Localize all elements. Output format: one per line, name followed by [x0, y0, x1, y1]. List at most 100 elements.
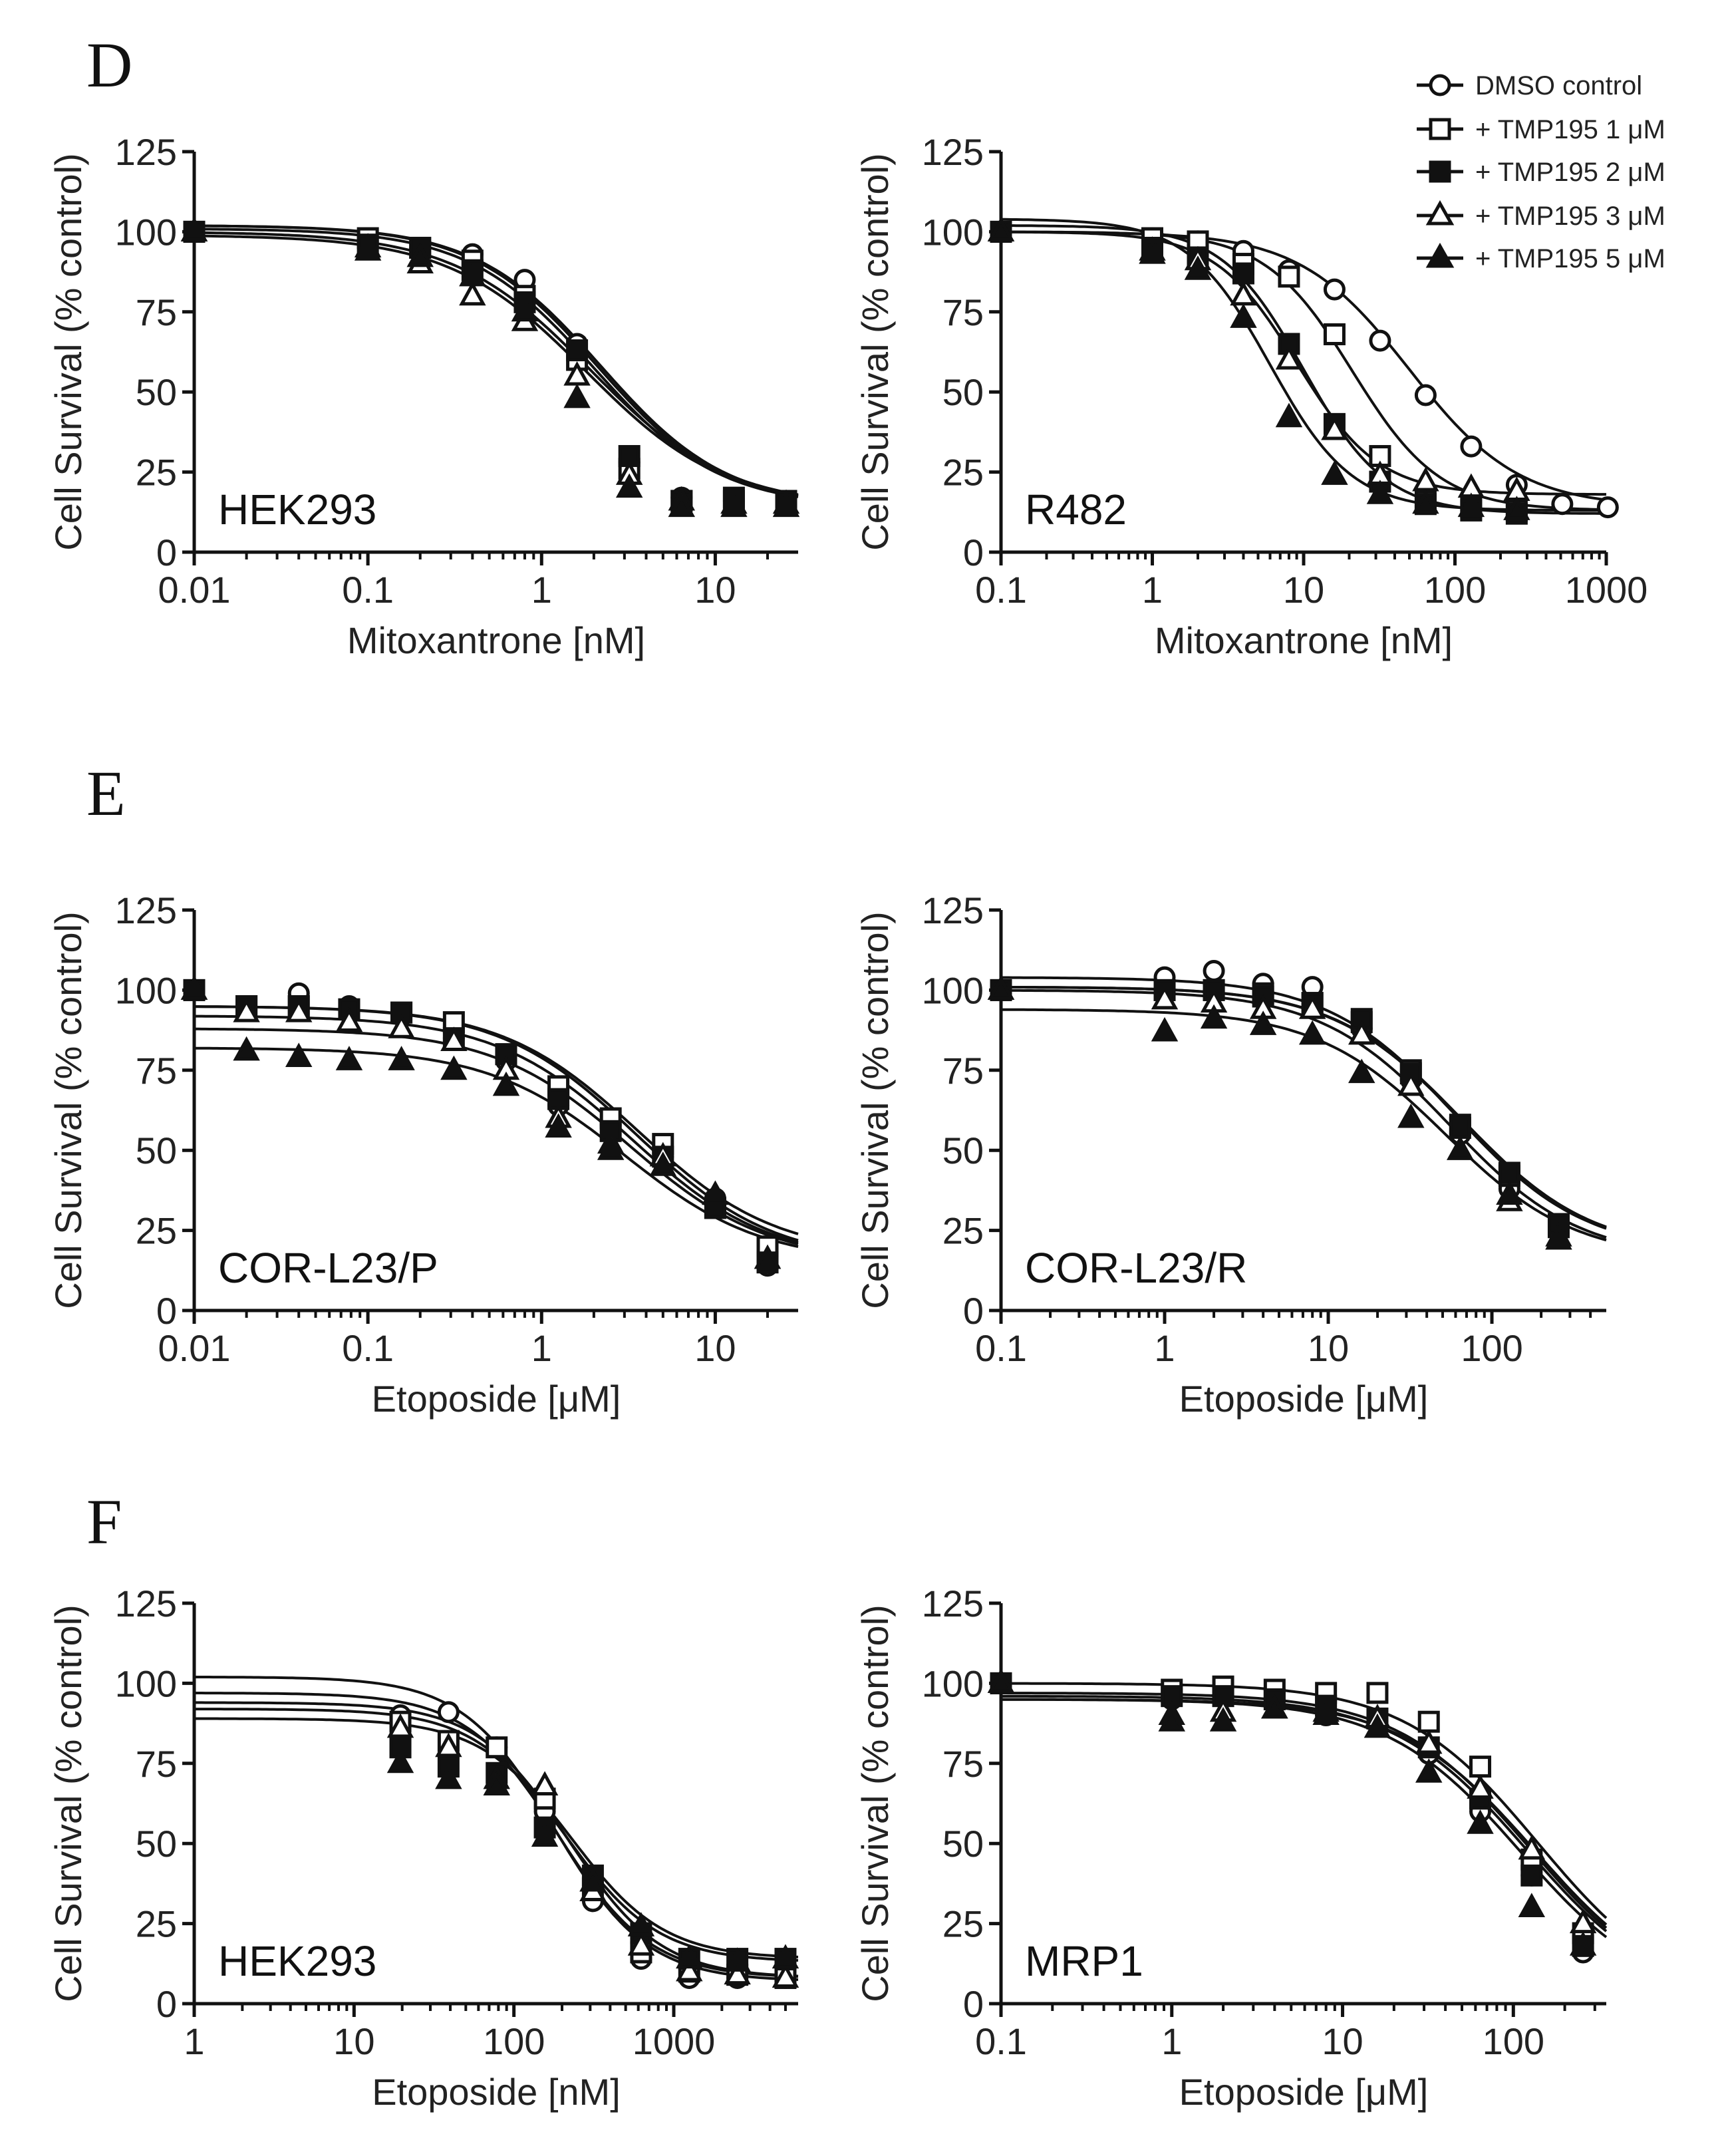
fit-curve: [1001, 1682, 1608, 1919]
x-tick-label: 10: [694, 569, 736, 611]
data-point: [1397, 1103, 1425, 1128]
x-axis-title: Etoposide [μM]: [1179, 2071, 1429, 2113]
x-tick-label: 0.1: [975, 2020, 1027, 2062]
fit-curve: [194, 1692, 799, 1978]
y-tick-label: 0: [963, 1290, 984, 1332]
data-point: [649, 1152, 677, 1176]
data-point: [335, 1007, 363, 1032]
legend-entry-tmp195-2um: + TMP195 2 μM: [1417, 158, 1665, 187]
plot-e-cor-l23-p: 0 25 50 75 100 125 0.01 0.1 1 10 Etoposide [μM] Cel…: [47, 889, 799, 1420]
data-point: [459, 281, 486, 306]
legend-label-tmp195-5um: + TMP195 5 μM: [1475, 244, 1665, 273]
data-point: [492, 1071, 520, 1096]
data-point: [1275, 402, 1303, 428]
y-tick-label: 125: [922, 889, 984, 931]
data-point: [1414, 384, 1437, 406]
y-tick-label: 0: [963, 1983, 984, 2025]
data-point: [388, 1014, 415, 1038]
data-point: [1321, 415, 1348, 440]
fit-curve: [194, 234, 799, 497]
data-point: [702, 1180, 729, 1205]
y-tick-label: 50: [136, 371, 177, 413]
fit-curve: [194, 231, 799, 496]
fit-curve: [1001, 218, 1606, 512]
data-point: [1467, 1774, 1494, 1799]
x-tick-label: 1: [1161, 2020, 1182, 2062]
fit-curve: [1001, 1698, 1608, 1938]
data-point: [1323, 323, 1346, 346]
data-point: [1457, 492, 1485, 518]
data-point: [1261, 1694, 1288, 1719]
data-point: [1569, 1931, 1597, 1956]
panel-letter-e: E: [86, 758, 126, 829]
fit-curve: [194, 224, 799, 498]
data-point: [987, 975, 1015, 1000]
data-point: [285, 1042, 313, 1068]
y-tick-label: 100: [922, 969, 984, 1011]
fit-curve: [1001, 1692, 1608, 1929]
fit-curve: [194, 1676, 799, 1981]
data-point: [772, 492, 800, 518]
y-tick-label: 125: [922, 1583, 984, 1624]
x-tick-label: 10: [333, 2020, 374, 2062]
data-point: [1397, 1071, 1425, 1096]
y-tick-label: 25: [136, 1903, 177, 1945]
y-tick-label: 125: [115, 889, 177, 931]
data-point: [1139, 239, 1166, 264]
data-point: [1596, 496, 1619, 519]
legend-label-tmp195-2um: + TMP195 2 μM: [1475, 158, 1665, 187]
data-point: [1184, 255, 1212, 280]
data-point: [435, 1764, 462, 1789]
data-point: [627, 1931, 655, 1956]
legend-marker-triangle-open: [1425, 200, 1455, 226]
data-point: [1158, 1707, 1186, 1732]
plot-f-hek293: 0 25 50 75 100 125 1 10 100 1000 Etoposide [nM] Cel…: [47, 1583, 799, 2113]
data-point: [483, 1771, 510, 1796]
data-point: [531, 1822, 559, 1847]
y-tick-label: 50: [942, 1823, 984, 1865]
data-point: [724, 1947, 751, 1972]
x-axis-title: Mitoxantrone [nM]: [1155, 619, 1453, 661]
data-point: [511, 297, 539, 322]
legend-label-tmp195-1um: + TMP195 1 μM: [1475, 115, 1665, 144]
y-tick-label: 75: [942, 1743, 984, 1785]
x-tick-label: 10: [1322, 2020, 1363, 2062]
cell-line-label: R482: [1025, 486, 1127, 534]
legend-label-dmso-control: DMSO control: [1475, 71, 1642, 100]
data-point: [1249, 1010, 1277, 1035]
data-point: [987, 217, 1015, 241]
y-tick-label: 25: [942, 1903, 984, 1945]
data-point: [1209, 1707, 1237, 1732]
data-point: [1298, 1020, 1326, 1045]
y-tick-label: 0: [156, 532, 177, 573]
data-point: [1203, 960, 1225, 983]
data-point: [1298, 995, 1326, 1019]
y-tick-label: 100: [922, 211, 984, 253]
data-point: [772, 1963, 799, 1988]
y-tick-label: 75: [136, 291, 177, 333]
x-axis-title: Etoposide [μM]: [1179, 1378, 1429, 1420]
data-point: [545, 1113, 572, 1138]
cell-line-label: HEK293: [218, 1937, 376, 1985]
data-point: [1348, 1020, 1375, 1045]
data-point: [1323, 278, 1346, 301]
legend-entry-tmp195-5um: + TMP195 5 μM: [1417, 242, 1665, 273]
data-point: [406, 242, 434, 267]
y-axis-title: Cell Survival (% control): [854, 911, 896, 1309]
y-tick-label: 100: [115, 969, 177, 1011]
legend-entry-tmp195-1um: + TMP195 1 μM: [1417, 115, 1665, 144]
y-tick-label: 75: [942, 291, 984, 333]
data-point: [1200, 1004, 1228, 1029]
data-point: [1151, 985, 1179, 1010]
x-tick-label: 0.1: [342, 1327, 394, 1369]
x-tick-label: 1: [531, 569, 552, 611]
data-point: [1518, 1835, 1546, 1860]
data-point: [1498, 1161, 1520, 1184]
y-tick-label: 25: [136, 1210, 177, 1252]
y-tick-label: 25: [942, 1210, 984, 1252]
panel-letter-f: F: [86, 1486, 122, 1557]
y-axis-title: Cell Survival (% control): [47, 1605, 89, 2002]
data-point: [1520, 1864, 1543, 1887]
data-point: [459, 261, 486, 287]
